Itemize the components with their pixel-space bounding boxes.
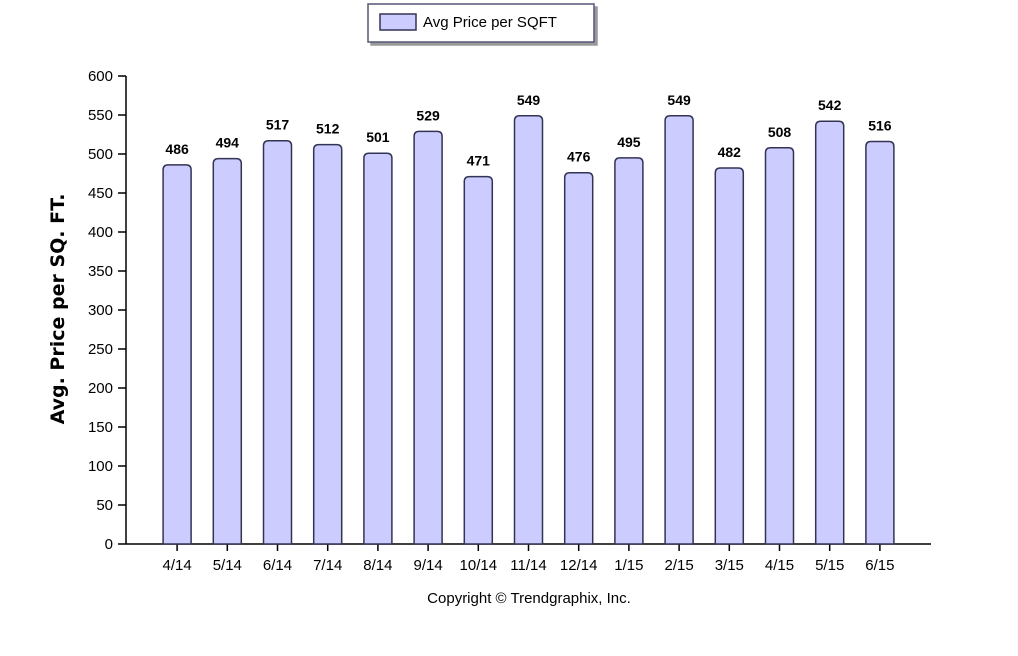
bar-value-label: 482 bbox=[718, 144, 742, 160]
x-tick-label: 3/15 bbox=[715, 557, 744, 574]
x-tick-label: 8/14 bbox=[363, 557, 392, 574]
bar-value-label: 494 bbox=[216, 135, 240, 151]
x-tick-label: 4/15 bbox=[765, 557, 794, 574]
x-tick-label: 7/14 bbox=[313, 557, 342, 574]
bar bbox=[162, 164, 192, 545]
x-tick-label: 6/14 bbox=[263, 557, 292, 574]
x-tick-label: 6/15 bbox=[865, 557, 894, 574]
bar-value-label: 529 bbox=[416, 107, 440, 123]
x-tick-label: 4/14 bbox=[162, 557, 191, 574]
x-tick-label: 10/14 bbox=[460, 557, 498, 574]
y-tick-label: 300 bbox=[88, 302, 113, 319]
x-tick-label: 12/14 bbox=[560, 557, 598, 574]
bar bbox=[262, 139, 293, 545]
bar-value-label: 495 bbox=[617, 134, 641, 150]
x-tick-label: 5/15 bbox=[815, 557, 844, 574]
legend-swatch bbox=[379, 13, 417, 31]
bar-value-label: 471 bbox=[467, 153, 491, 169]
bar-value-label: 542 bbox=[818, 97, 842, 113]
bar-value-label: 516 bbox=[868, 118, 892, 134]
bar bbox=[463, 175, 494, 545]
y-tick-label: 500 bbox=[88, 146, 113, 163]
y-axis-title: Avg. Price per SQ. FT. bbox=[47, 194, 69, 425]
bar bbox=[413, 130, 443, 545]
copyright-text: Copyright © Trendgraphix, Inc. bbox=[427, 590, 631, 607]
y-tick-label: 550 bbox=[88, 107, 113, 124]
y-tick-label: 50 bbox=[96, 497, 113, 514]
bar bbox=[814, 120, 845, 545]
value-labels: 486 494 517 512 501 529 471 549 476 495 549 482 508 5… bbox=[165, 92, 891, 169]
bar bbox=[865, 140, 895, 545]
x-tick-label: 1/15 bbox=[614, 557, 643, 574]
legend-label: Avg Price per SQFT bbox=[423, 14, 557, 31]
legend: Avg Price per SQFT bbox=[367, 3, 595, 43]
bar-value-label: 486 bbox=[165, 141, 189, 157]
bar bbox=[363, 152, 393, 545]
bar bbox=[563, 171, 594, 545]
x-tick-label: 2/15 bbox=[664, 557, 693, 574]
bar-value-label: 501 bbox=[366, 129, 390, 145]
y-tick-label: 400 bbox=[88, 224, 113, 241]
bar-value-label: 517 bbox=[266, 117, 290, 133]
x-tick-label: 5/14 bbox=[213, 557, 242, 574]
x-tick-label: 11/14 bbox=[510, 557, 546, 574]
y-tick-label: 0 bbox=[105, 536, 113, 553]
y-tick-label: 450 bbox=[88, 185, 113, 202]
bar-value-label: 476 bbox=[567, 149, 591, 165]
bar bbox=[212, 157, 243, 545]
bar bbox=[312, 143, 343, 545]
y-tick-label: 350 bbox=[88, 263, 113, 280]
y-tick-label: 250 bbox=[88, 341, 113, 358]
bar-value-label: 508 bbox=[768, 124, 792, 140]
bar-value-label: 512 bbox=[316, 121, 340, 137]
bars bbox=[162, 115, 895, 545]
bar bbox=[714, 167, 745, 545]
y-tick-label: 100 bbox=[88, 458, 113, 475]
bar bbox=[513, 115, 544, 545]
y-tick-label: 600 bbox=[88, 68, 113, 85]
y-tick-label: 200 bbox=[88, 380, 113, 397]
y-ticks: 0 50 100 150 200 250 300 350 400 450 500 550 600 bbox=[88, 68, 126, 553]
bar bbox=[614, 157, 644, 545]
y-tick-label: 150 bbox=[88, 419, 113, 436]
bar bbox=[664, 115, 694, 545]
bar-value-label: 549 bbox=[667, 92, 691, 108]
bar bbox=[764, 147, 795, 545]
x-tick-label: 9/14 bbox=[413, 557, 442, 574]
x-ticks: 4/14 5/14 6/14 7/14 8/14 9/14 10/14 11/14 12/14 1… bbox=[162, 544, 895, 574]
bar-value-label: 549 bbox=[517, 92, 541, 108]
